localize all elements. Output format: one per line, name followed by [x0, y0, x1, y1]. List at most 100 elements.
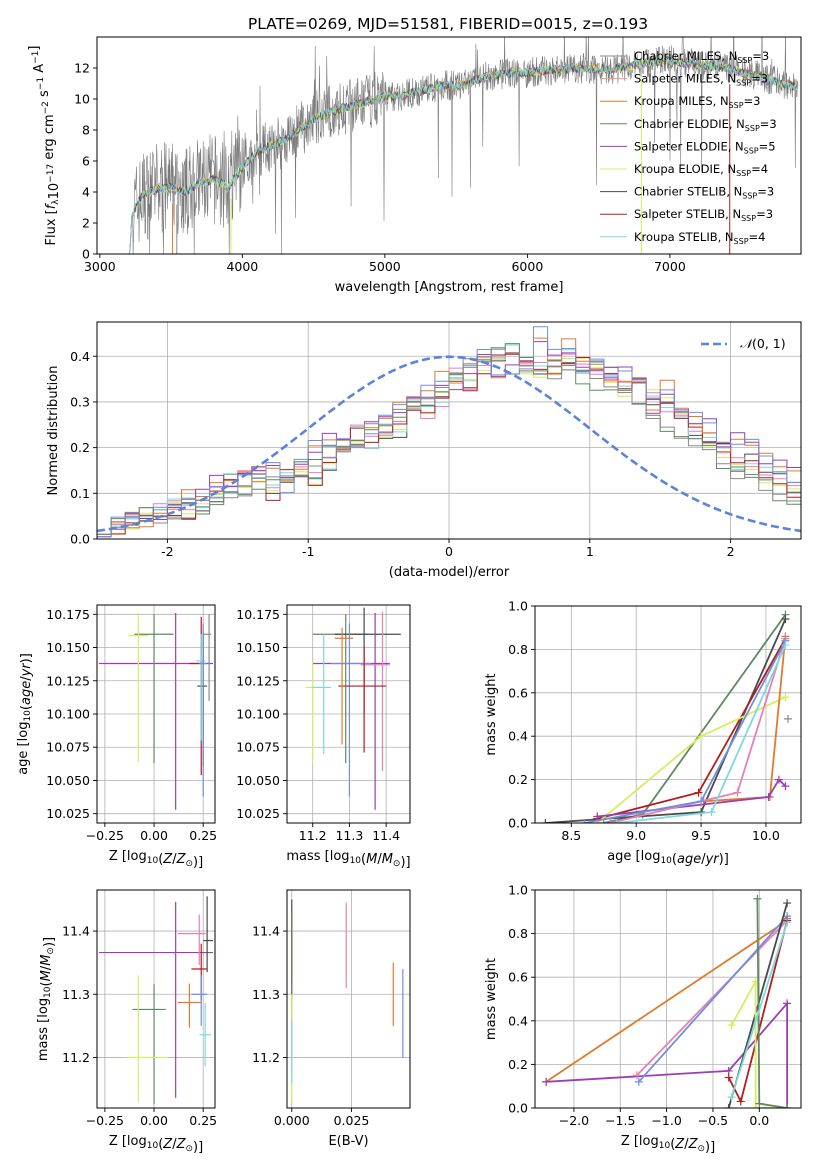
legend-entry: Salpeter ELODIE, NSSP=5	[634, 139, 776, 155]
histogram-step-line	[97, 343, 801, 535]
mass-weight-marker	[783, 899, 792, 908]
error-bar-point	[199, 623, 208, 797]
y-tick-label: 0.4	[508, 1013, 528, 1028]
mass-weight-marker	[542, 1077, 551, 1086]
mass-weight-marker	[612, 819, 621, 823]
mass-weight-marker	[697, 797, 706, 806]
panel-weight-vs-age: 8.5 9.0 9.5 10.0 0.0 0.2 0.4 0.6 0.8 1.0 age [log1…	[484, 599, 802, 867]
model-spectrum-line	[128, 55, 799, 254]
x-tick-label: 9.5	[691, 828, 711, 843]
x-tick-label: 2	[727, 544, 735, 559]
plot-area	[98, 612, 214, 810]
mass-weight-line	[545, 919, 788, 1083]
y-tick-label: 1.0	[508, 883, 528, 898]
y-tick-label: 10.175	[236, 607, 280, 622]
x-tick-label: −0.5	[698, 1113, 728, 1128]
legend-entry: Kroupa STELIB, NSSP=4	[634, 230, 765, 246]
x-tick-label: −2.0	[559, 1113, 589, 1128]
x-tick-label: 0	[445, 544, 453, 559]
y-tick-label: 12	[74, 61, 90, 76]
error-bar-point	[177, 983, 202, 1028]
y-tick-label: 11.4	[62, 924, 90, 939]
x-tick-label: -2	[161, 544, 173, 559]
x-tick-label: 0.00	[140, 1113, 168, 1128]
error-bar-point	[199, 1003, 212, 1067]
x-axis-label: Z [log10(Z/Z⊙)]	[109, 1134, 203, 1155]
y-tick-label: 0	[82, 247, 90, 262]
panel-mass-vs-Z: −0.25 0.00 0.25 11.2 11.3 11.4 Z [log10(Z/Z⊙)]…	[36, 889, 217, 1155]
y-tick-label: 0.4	[70, 349, 90, 364]
x-tick-label: 1	[586, 544, 594, 559]
panel-age-vs-Z: −0.25 0.00 0.25 10.025 10.050 10.075 10.100 10.…	[16, 604, 217, 870]
mass-weight-marker	[724, 1104, 733, 1108]
legend-entry: Salpeter STELIB, NSSP=3	[634, 207, 773, 223]
mass-weight-marker	[736, 1097, 745, 1106]
error-bar-point	[331, 623, 372, 797]
y-axis-label: mass weight	[484, 673, 499, 755]
mass-weight-marker	[781, 641, 790, 650]
y-axis-label: mass weight	[484, 958, 499, 1040]
error-bar-point	[338, 646, 387, 753]
y-tick-label: 0.2	[70, 440, 90, 455]
error-bar-point	[334, 607, 401, 714]
y-tick-label: 0.2	[508, 1057, 528, 1072]
axes-frame	[534, 889, 802, 1109]
plot-area	[128, 37, 799, 254]
x-tick-label: 0.025	[334, 1113, 370, 1128]
y-tick-label: 11.2	[62, 1050, 90, 1065]
x-tick-label: -1	[302, 544, 314, 559]
y-tick-label: 2	[82, 216, 90, 231]
y-tick-label: 0.3	[70, 394, 90, 409]
x-tick-label: 5000	[369, 259, 401, 274]
error-bar-point	[203, 614, 212, 701]
x-tick-label: 0.0	[749, 1113, 769, 1128]
error-bar-point	[203, 896, 214, 973]
mass-weight-marker	[764, 792, 773, 801]
y-tick-label: 0.0	[508, 816, 528, 831]
residuals-legend: 𝒩(0, 1)	[701, 336, 786, 351]
plot-area	[291, 899, 404, 1102]
x-tick-label: 6000	[511, 259, 543, 274]
x-tick-label: 7000	[654, 259, 686, 274]
x-tick-label: 11.4	[372, 828, 400, 843]
mass-weight-line	[597, 778, 787, 818]
mass-weight-marker	[783, 914, 792, 923]
error-bar-point	[191, 975, 208, 1026]
mass-weight-marker	[783, 1104, 792, 1108]
legend-entry: Chabrier MILES, NSSP=3	[634, 49, 769, 65]
error-bar-point	[134, 614, 174, 764]
x-tick-label: 9.0	[626, 828, 646, 843]
error-bar-point	[128, 612, 149, 762]
mass-weight-marker	[751, 1104, 760, 1108]
mass-weight-marker	[755, 1099, 764, 1108]
y-tick-label: 10.050	[46, 773, 90, 788]
x-tick-label: −1.5	[605, 1113, 635, 1128]
error-bar-point	[312, 614, 368, 764]
y-tick-label: 11.3	[62, 987, 90, 1002]
x-axis-label: Z [log10(Z/Z⊙)]	[621, 1134, 715, 1155]
y-tick-label: 10.075	[236, 740, 280, 755]
histogram-step-line	[97, 326, 801, 538]
plot-area	[98, 896, 214, 1105]
mass-weight-marker	[707, 808, 716, 817]
x-tick-label: −1.0	[651, 1113, 681, 1128]
y-tick-label: 10.100	[236, 707, 280, 722]
legend-entry: 𝒩(0, 1)	[740, 336, 786, 351]
spectrum-legend: Chabrier MILES, NSSP=3 Salpeter MILES, NS…	[600, 49, 777, 246]
y-tick-label: 0.6	[508, 970, 528, 985]
y-tick-label: 0.4	[508, 729, 528, 744]
error-bar-point	[334, 627, 354, 745]
y-tick-label: 0.0	[70, 532, 90, 547]
x-tick-label: 0.25	[189, 1113, 217, 1128]
mass-weight-marker	[632, 1071, 641, 1080]
mass-weight-line	[730, 922, 788, 1098]
y-tick-label: 6	[82, 154, 90, 169]
error-bar-point	[312, 634, 332, 754]
x-tick-label: 4000	[226, 259, 258, 274]
axes-frame	[286, 604, 411, 824]
axes-frame	[534, 605, 802, 824]
y-tick-label: 11.4	[252, 924, 280, 939]
x-tick-label: −0.25	[86, 1113, 124, 1128]
figure-title: PLATE=0269, MJD=51581, FIBERID=0015, z=0…	[248, 15, 648, 33]
error-bar-point	[98, 902, 214, 1098]
